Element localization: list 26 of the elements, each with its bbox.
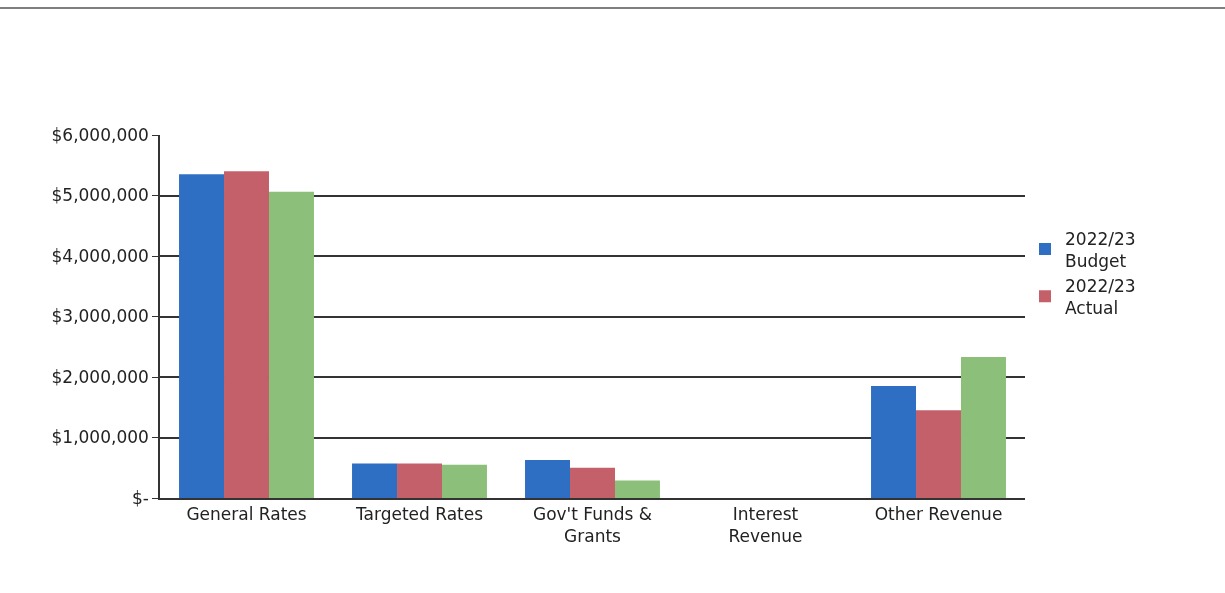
y-tick-label: $2,000,000 [51,366,149,387]
y-tick-label: $6,000,000 [51,124,149,145]
y-tick-label: $3,000,000 [51,306,149,327]
bar [224,171,269,498]
bar [352,463,398,498]
x-tick-label: Targeted Rates [354,504,484,525]
legend-label: 2022/23 Budget [1065,228,1136,271]
bar [397,463,442,498]
x-tick-label: Gov't Funds & Grants [532,504,653,547]
y-tick-label: $5,000,000 [51,185,149,206]
y-tick-label: $- [131,487,149,508]
bar [525,459,571,498]
bar [614,480,660,498]
legend-label: 2022/23 Actual [1065,275,1136,318]
bar [960,357,1006,498]
x-tick-label: Interest Revenue [728,504,803,547]
bar [871,386,917,498]
y-tick-label: $1,000,000 [51,427,149,448]
bar [916,410,961,498]
x-tick-label: Other Revenue [874,504,1003,525]
bar [268,191,314,498]
y-tick-label: $4,000,000 [51,245,149,266]
x-tick-label: General Rates [186,504,307,525]
bar [570,467,615,498]
bar [441,464,487,498]
bar [179,174,225,498]
